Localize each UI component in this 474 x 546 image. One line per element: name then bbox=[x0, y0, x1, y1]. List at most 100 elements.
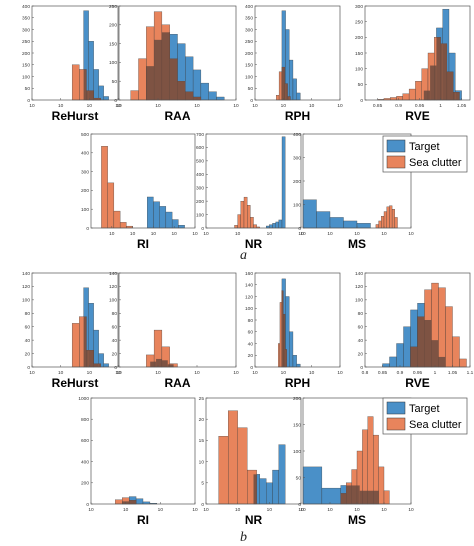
axes-frame bbox=[205, 133, 302, 229]
bar-overlap bbox=[185, 91, 194, 100]
bar-target bbox=[292, 355, 297, 368]
legend-swatch bbox=[386, 155, 406, 169]
y-tick-label: 80 bbox=[25, 311, 31, 317]
bar-overlap bbox=[434, 65, 437, 100]
bar-target bbox=[296, 92, 301, 101]
x-tick-label: 10 bbox=[298, 231, 304, 237]
y-tick-label: 400 bbox=[22, 4, 30, 10]
bar-overlap bbox=[253, 474, 257, 504]
x-tick-label: 10 bbox=[337, 103, 343, 109]
y-tick-label: 1000 bbox=[78, 396, 89, 402]
bar-target bbox=[272, 223, 276, 229]
panel-a-rve: 0 50 100 150 200 250 300 0.85 0.9 0.95 1 1.05 RVE bbox=[355, 4, 471, 123]
bar-sea-clutter bbox=[278, 343, 281, 368]
bar-sea-clutter bbox=[459, 358, 467, 368]
bar-overlap bbox=[287, 96, 290, 100]
legend-label: Target bbox=[409, 141, 440, 153]
x-tick-label: 10 bbox=[115, 103, 121, 109]
y-tick-label: 40 bbox=[25, 338, 31, 344]
y-tick-label: 200 bbox=[293, 396, 301, 402]
y-tick-label: 60 bbox=[248, 330, 254, 336]
bar-overlap bbox=[86, 90, 89, 100]
bar-target bbox=[269, 224, 273, 229]
bar-target bbox=[103, 96, 109, 101]
caption-a: a bbox=[240, 248, 247, 263]
x-tick-label: 10 bbox=[194, 370, 200, 376]
y-tick-label: 20 bbox=[358, 351, 364, 357]
bar-overlap bbox=[129, 500, 137, 504]
y-tick-label: 150 bbox=[355, 51, 363, 57]
bar-overlap bbox=[351, 485, 357, 504]
legend-swatch bbox=[386, 139, 406, 153]
y-tick-label: 100 bbox=[293, 202, 301, 208]
panel-title: RAA bbox=[165, 376, 191, 390]
bar-sea-clutter bbox=[228, 410, 238, 505]
bar-target bbox=[259, 478, 267, 505]
bar-sea-clutter bbox=[445, 306, 453, 368]
panel-b-rve: 0 20 40 60 80 100 120 140 0.8 0.85 0.9 0.95 1 1.05 1.1… bbox=[355, 271, 474, 390]
bar-overlap bbox=[430, 65, 435, 100]
x-tick-label: 0.9 bbox=[397, 370, 404, 376]
bar-target bbox=[147, 196, 154, 229]
y-tick-label: 300 bbox=[196, 186, 204, 192]
y-tick-label: 0 bbox=[27, 365, 30, 371]
x-tick-label: 10 bbox=[337, 370, 343, 376]
bar-sea-clutter bbox=[415, 81, 422, 101]
bar-target bbox=[159, 206, 167, 229]
x-tick-label: 10 bbox=[172, 231, 178, 237]
bar-target bbox=[93, 329, 99, 368]
bar-target bbox=[281, 136, 286, 229]
y-tick-label: 160 bbox=[245, 271, 253, 277]
bar-overlap bbox=[440, 43, 443, 100]
x-tick-label: 10 bbox=[29, 370, 35, 376]
bar-target bbox=[216, 96, 225, 101]
y-tick-label: 800 bbox=[81, 417, 89, 423]
y-tick-label: 100 bbox=[355, 66, 363, 72]
legend-b: Target Sea clutter bbox=[382, 397, 468, 435]
bar-target bbox=[389, 356, 397, 368]
bar-target bbox=[329, 217, 344, 229]
panel-a-nr: 0 100 200 300 400 500 600 700 10 10 10 10 NR bbox=[196, 132, 304, 251]
bar-target bbox=[208, 91, 217, 101]
x-tick-label: 10 bbox=[109, 231, 115, 237]
x-tick-label: 10 bbox=[300, 507, 306, 513]
x-tick-label: 0.8 bbox=[362, 370, 369, 376]
bar-overlap bbox=[86, 350, 89, 367]
y-tick-label: 150 bbox=[293, 422, 301, 428]
bar-sea-clutter bbox=[113, 210, 121, 229]
x-tick-label: 1.05 bbox=[457, 103, 467, 109]
bar-overlap bbox=[424, 320, 432, 367]
panel-title: RI bbox=[137, 513, 149, 527]
y-tick-label: 140 bbox=[245, 283, 253, 289]
bar-sea-clutter bbox=[237, 427, 248, 505]
x-tick-label: 10 bbox=[192, 507, 198, 513]
bar-overlap bbox=[362, 490, 368, 504]
bar-sea-clutter bbox=[375, 224, 379, 229]
x-tick-label: 10 bbox=[298, 507, 304, 513]
bar-overlap bbox=[446, 71, 449, 100]
y-tick-label: 300 bbox=[22, 27, 30, 33]
bar-overlap bbox=[281, 67, 285, 100]
bar-sea-clutter bbox=[390, 97, 397, 101]
bar-overlap bbox=[83, 69, 87, 100]
x-tick-label: 10 bbox=[381, 231, 387, 237]
x-tick-label: 10 bbox=[267, 231, 273, 237]
bar-target bbox=[200, 82, 209, 101]
bar-sea-clutter bbox=[234, 225, 238, 229]
y-tick-label: 200 bbox=[109, 23, 117, 29]
panel-title: NR bbox=[245, 237, 263, 251]
bar-overlap bbox=[340, 493, 347, 504]
bar-sea-clutter bbox=[394, 217, 398, 229]
x-tick-label: 10 bbox=[252, 370, 258, 376]
bar-overlap bbox=[88, 90, 94, 100]
panel-b-nr: 0 5 10 15 20 25 10 10 10 10 NR bbox=[199, 396, 304, 527]
y-tick-label: 20 bbox=[199, 417, 205, 423]
x-tick-label: 10 bbox=[408, 507, 414, 513]
bar-target bbox=[321, 487, 341, 505]
x-tick-label: 0.85 bbox=[378, 370, 388, 376]
x-tick-label: 10 bbox=[123, 507, 129, 513]
y-tick-label: 40 bbox=[358, 338, 364, 344]
bar-sea-clutter bbox=[378, 220, 382, 229]
